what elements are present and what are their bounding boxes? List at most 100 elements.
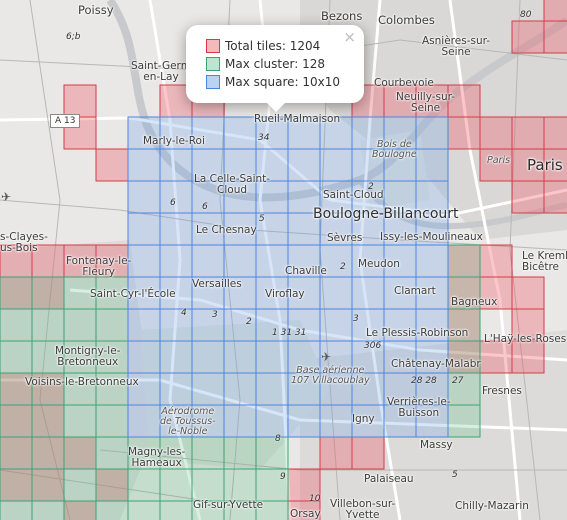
- road-number: 27: [452, 376, 464, 386]
- place-label-issy-les-moulineaux: Issy-les-Moulineaux: [380, 231, 483, 243]
- green-tile: [63, 404, 97, 438]
- legend-row-max-square: Max square: 10x10: [206, 74, 340, 90]
- blue-tile: [223, 276, 257, 310]
- blue-tile: [415, 340, 449, 374]
- green-tile: [223, 468, 257, 502]
- red-tile: [511, 276, 545, 310]
- blue-tile: [415, 148, 449, 182]
- green-tile: [255, 436, 289, 470]
- road-number: 5: [452, 470, 458, 480]
- green-tile: [255, 468, 289, 502]
- green-tile: [31, 500, 65, 520]
- blue-tile: [159, 244, 193, 278]
- green-tile: [0, 468, 33, 502]
- road-number: 10: [309, 494, 321, 504]
- red-tile: [63, 84, 97, 118]
- red-tile: [447, 308, 481, 342]
- blue-tile: [223, 180, 257, 214]
- green-tile: [95, 500, 129, 520]
- place-label-colombes: Colombes: [378, 13, 435, 27]
- blue-tile: [319, 180, 353, 214]
- green-tile: [127, 500, 161, 520]
- place-label-le-plessis-robinson: Le Plessis-Robinson: [366, 327, 469, 339]
- close-icon[interactable]: ×: [343, 28, 356, 46]
- place-label-aerodrome-toussus-le-noble: Aérodrome de Toussus- le-Noble: [160, 406, 216, 437]
- green-tile: [95, 468, 129, 502]
- blue-tile: [287, 308, 321, 342]
- blue-tile: [159, 372, 193, 406]
- blue-tile: [255, 244, 289, 278]
- blue-tile: [127, 404, 161, 438]
- red-tile: [479, 340, 513, 374]
- green-tile: [63, 372, 97, 406]
- green-tile: [63, 500, 97, 520]
- place-label-versailles: Versailles: [192, 278, 242, 290]
- popup-tip: [266, 102, 286, 112]
- stats-popup: × Total tiles: 1204 Max cluster: 128 Max…: [186, 25, 364, 112]
- place-label-asnieres: Asnières-sur- Seine: [422, 35, 491, 59]
- place-label-boulogne-billancourt: Boulogne-Billancourt: [313, 206, 459, 222]
- red-tile: [383, 84, 417, 118]
- blue-tile: [287, 340, 321, 374]
- green-tile: [95, 340, 129, 374]
- blue-tile: [127, 212, 161, 246]
- place-label-chilly-mazarin: Chilly-Mazarin: [455, 500, 529, 512]
- airport-icon: ✈: [321, 350, 332, 364]
- red-tile: [95, 148, 129, 182]
- red-tile: [447, 116, 481, 150]
- red-tile: [351, 436, 385, 470]
- blue-tile: [255, 372, 289, 406]
- legend-swatch-blue: [206, 75, 220, 89]
- road-number: 6: [202, 202, 208, 212]
- blue-tile: [415, 116, 449, 150]
- red-tile: [511, 148, 545, 182]
- blue-tile: [159, 180, 193, 214]
- legend-row-max-cluster: Max cluster: 128: [206, 56, 325, 72]
- green-tile: [447, 244, 481, 278]
- legend-swatch-green: [206, 57, 220, 71]
- green-tile: [159, 468, 193, 502]
- blue-tile: [223, 340, 257, 374]
- blue-tile: [127, 340, 161, 374]
- place-label-igny: Igny: [352, 413, 375, 425]
- place-label-gif-sur-yvette: Gif-sur-Yvette: [193, 499, 264, 511]
- place-label-marly-le-roi: Marly-le-Roi: [143, 135, 205, 147]
- red-tile: [543, 0, 567, 22]
- legend-swatch-red: [206, 39, 220, 53]
- place-label-lhay-les-roses: L'Haÿ-les-Roses: [484, 333, 567, 345]
- place-label-bezons: Bezons: [321, 9, 363, 23]
- place-label-viroflay: Viroflay: [265, 288, 305, 300]
- blue-tile: [191, 372, 225, 406]
- blue-tile: [159, 404, 193, 438]
- blue-tile: [223, 116, 257, 150]
- blue-tile: [127, 148, 161, 182]
- place-label-le-chesnay: Le Chesnay: [196, 224, 257, 236]
- blue-tile: [383, 212, 417, 246]
- road-number: 34: [258, 133, 270, 143]
- blue-tile: [191, 212, 225, 246]
- blue-tile: [319, 372, 353, 406]
- blue-tile: [383, 116, 417, 150]
- place-label-courbevoie: Courbevoie: [374, 77, 434, 89]
- green-tile: [95, 404, 129, 438]
- green-tile: [63, 436, 97, 470]
- road-number: 306: [364, 341, 382, 351]
- red-tile: [479, 116, 513, 150]
- blue-tile: [351, 244, 385, 278]
- green-tile: [0, 308, 33, 342]
- legend-label-total-tiles: Total tiles: 1204: [225, 39, 321, 53]
- place-label-saint-germain: Saint-Germ en-Lay: [131, 60, 191, 84]
- red-tile: [0, 404, 33, 438]
- blue-tile: [351, 404, 385, 438]
- green-tile: [31, 468, 65, 502]
- place-label-magny-les-hameaux: Magny-les- Hameaux: [128, 446, 186, 470]
- red-tile: [479, 276, 513, 310]
- blue-tile: [255, 116, 289, 150]
- place-label-chatenay-malabry: Châtenay-Malabr: [391, 358, 481, 370]
- red-tile: [447, 84, 481, 118]
- green-tile: [159, 500, 193, 520]
- green-tile: [223, 436, 257, 470]
- green-tile: [0, 340, 33, 374]
- place-label-rueil-malmaison: Rueil-Malmaison: [254, 113, 341, 125]
